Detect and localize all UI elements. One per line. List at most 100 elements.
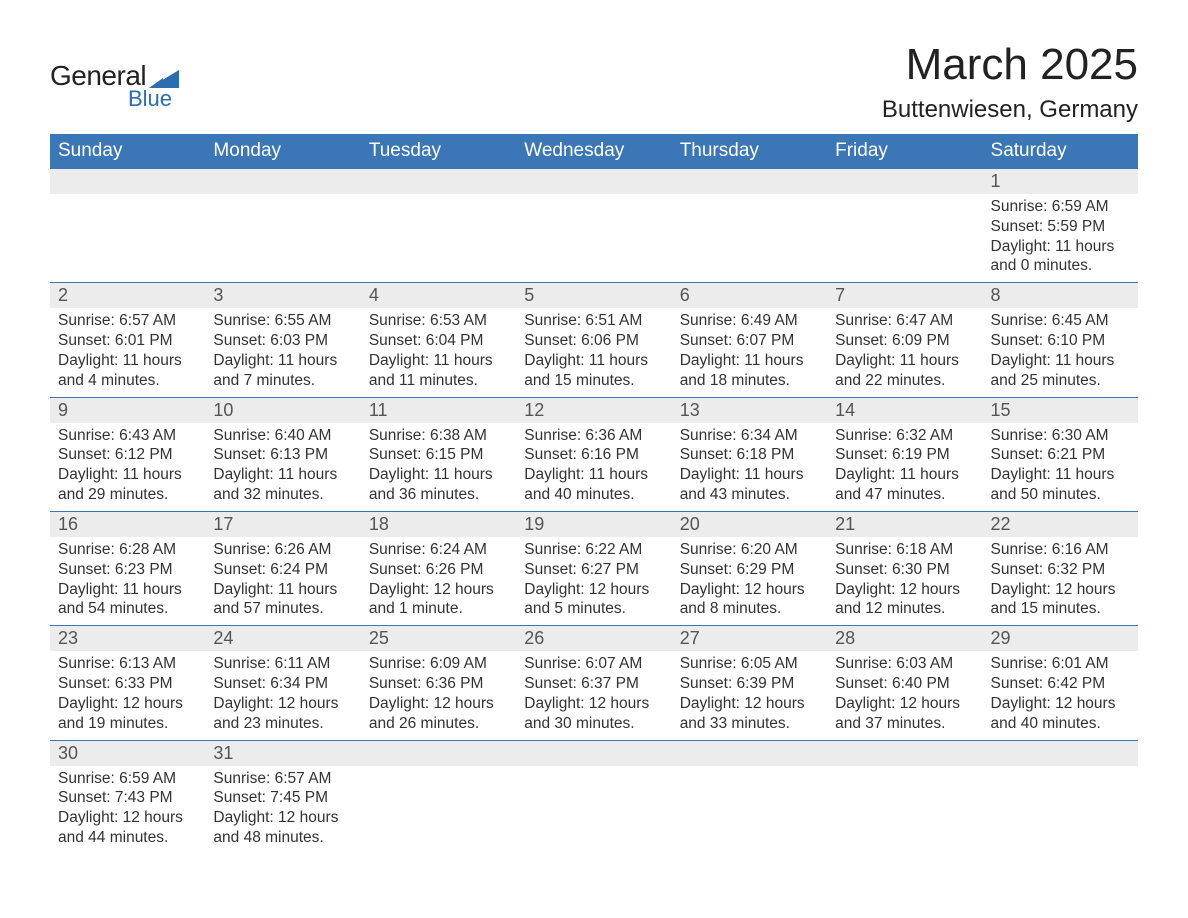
day-detail-cell: Sunrise: 6:57 AMSunset: 6:01 PMDaylight:…	[50, 308, 205, 397]
day-sr: Sunrise: 6:26 AM	[213, 540, 352, 560]
day-ss: Sunset: 7:43 PM	[58, 788, 197, 808]
day-ss: Sunset: 6:10 PM	[991, 331, 1130, 351]
day-detail-cell: Sunrise: 6:34 AMSunset: 6:18 PMDaylight:…	[672, 423, 827, 512]
day-number-cell: 8	[983, 283, 1138, 309]
dayname-fri: Friday	[827, 134, 982, 169]
day-d1: Daylight: 12 hours	[835, 694, 974, 714]
day-detail-cell: Sunrise: 6:36 AMSunset: 6:16 PMDaylight:…	[516, 423, 671, 512]
day-d1: Daylight: 12 hours	[524, 694, 663, 714]
day-d2: and 19 minutes.	[58, 714, 197, 734]
day-sr: Sunrise: 6:07 AM	[524, 654, 663, 674]
day-number-cell	[827, 169, 982, 195]
day-detail-cell: Sunrise: 6:40 AMSunset: 6:13 PMDaylight:…	[205, 423, 360, 512]
day-ss: Sunset: 6:30 PM	[835, 560, 974, 580]
day-ss: Sunset: 6:37 PM	[524, 674, 663, 694]
day-detail-cell	[361, 766, 516, 854]
day-d1: Daylight: 11 hours	[991, 465, 1130, 485]
day-d1: Daylight: 12 hours	[524, 580, 663, 600]
day-detail-cell: Sunrise: 6:11 AMSunset: 6:34 PMDaylight:…	[205, 651, 360, 740]
day-detail-cell: Sunrise: 6:18 AMSunset: 6:30 PMDaylight:…	[827, 537, 982, 626]
day-d2: and 1 minute.	[369, 599, 508, 619]
day-detail-cell: Sunrise: 6:59 AMSunset: 7:43 PMDaylight:…	[50, 766, 205, 854]
day-number-cell	[205, 169, 360, 195]
day-detail-cell: Sunrise: 6:51 AMSunset: 6:06 PMDaylight:…	[516, 308, 671, 397]
day-detail-cell: Sunrise: 6:01 AMSunset: 6:42 PMDaylight:…	[983, 651, 1138, 740]
day-sr: Sunrise: 6:38 AM	[369, 426, 508, 446]
day-number-cell: 24	[205, 626, 360, 652]
day-d1: Daylight: 11 hours	[835, 465, 974, 485]
day-sr: Sunrise: 6:43 AM	[58, 426, 197, 446]
day-sr: Sunrise: 6:59 AM	[58, 769, 197, 789]
day-d2: and 48 minutes.	[213, 828, 352, 848]
dayname-wed: Wednesday	[516, 134, 671, 169]
day-d1: Daylight: 11 hours	[58, 580, 197, 600]
day-sr: Sunrise: 6:05 AM	[680, 654, 819, 674]
day-number-cell: 15	[983, 397, 1138, 423]
day-number-cell	[50, 169, 205, 195]
day-sr: Sunrise: 6:49 AM	[680, 311, 819, 331]
day-sr: Sunrise: 6:13 AM	[58, 654, 197, 674]
day-number-cell: 25	[361, 626, 516, 652]
day-detail-cell: Sunrise: 6:22 AMSunset: 6:27 PMDaylight:…	[516, 537, 671, 626]
day-d1: Daylight: 11 hours	[213, 580, 352, 600]
day-ss: Sunset: 6:32 PM	[991, 560, 1130, 580]
day-number-cell: 27	[672, 626, 827, 652]
day-sr: Sunrise: 6:40 AM	[213, 426, 352, 446]
day-detail-cell	[672, 766, 827, 854]
day-ss: Sunset: 6:36 PM	[369, 674, 508, 694]
calendar-header: Sunday Monday Tuesday Wednesday Thursday…	[50, 134, 1138, 169]
day-d2: and 30 minutes.	[524, 714, 663, 734]
day-d2: and 50 minutes.	[991, 485, 1130, 505]
day-ss: Sunset: 6:24 PM	[213, 560, 352, 580]
day-sr: Sunrise: 6:22 AM	[524, 540, 663, 560]
day-ss: Sunset: 6:19 PM	[835, 445, 974, 465]
day-sr: Sunrise: 6:09 AM	[369, 654, 508, 674]
day-d1: Daylight: 11 hours	[524, 465, 663, 485]
day-detail-cell: Sunrise: 6:53 AMSunset: 6:04 PMDaylight:…	[361, 308, 516, 397]
day-number-cell	[827, 740, 982, 766]
day-number-cell: 28	[827, 626, 982, 652]
day-detail-cell	[516, 766, 671, 854]
day-d1: Daylight: 12 hours	[369, 694, 508, 714]
day-detail-cell	[361, 194, 516, 283]
dayname-thu: Thursday	[672, 134, 827, 169]
day-d2: and 8 minutes.	[680, 599, 819, 619]
day-sr: Sunrise: 6:03 AM	[835, 654, 974, 674]
week-detail-row: Sunrise: 6:59 AMSunset: 7:43 PM Daylight:…	[50, 766, 1138, 854]
day-number-cell: 12	[516, 397, 671, 423]
day-d1: Daylight: 12 hours	[58, 694, 197, 714]
day-number-cell: 30	[50, 740, 205, 766]
day-detail-cell	[205, 194, 360, 283]
day-detail-cell: Sunrise: 6:16 AMSunset: 6:32 PMDaylight:…	[983, 537, 1138, 626]
day-sr: Sunrise: 6:55 AM	[213, 311, 352, 331]
day-number-cell	[983, 740, 1138, 766]
week-daynum-row: 9101112131415	[50, 397, 1138, 423]
day-d2: and 11 minutes.	[369, 371, 508, 391]
day-detail-cell: Sunrise: 6:38 AMSunset: 6:15 PMDaylight:…	[361, 423, 516, 512]
day-sr: Sunrise: 6:01 AM	[991, 654, 1130, 674]
day-detail-cell: Sunrise: 6:05 AMSunset: 6:39 PMDaylight:…	[672, 651, 827, 740]
title-block: March 2025 Buttenwiesen, Germany	[882, 40, 1138, 124]
day-detail-cell: Sunrise: 6:28 AMSunset: 6:23 PMDaylight:…	[50, 537, 205, 626]
week-detail-row: Sunrise: 6:43 AMSunset: 6:12 PMDaylight:…	[50, 423, 1138, 512]
day-number-cell: 19	[516, 511, 671, 537]
day-sr: Sunrise: 6:47 AM	[835, 311, 974, 331]
week-daynum-row: 3031	[50, 740, 1138, 766]
page-title: March 2025	[882, 40, 1138, 90]
day-number-cell: 29	[983, 626, 1138, 652]
day-ss: Sunset: 6:01 PM	[58, 331, 197, 351]
day-sr: Sunrise: 6:18 AM	[835, 540, 974, 560]
day-d1: Daylight: 12 hours	[213, 808, 352, 828]
day-detail-cell: Sunrise: 6:55 AMSunset: 6:03 PMDaylight:…	[205, 308, 360, 397]
day-detail-cell	[827, 194, 982, 283]
dayname-tue: Tuesday	[361, 134, 516, 169]
day-d2: and 40 minutes.	[524, 485, 663, 505]
day-d2: and 15 minutes.	[991, 599, 1130, 619]
dayname-sun: Sunday	[50, 134, 205, 169]
day-ss: Sunset: 6:09 PM	[835, 331, 974, 351]
day-d1: Daylight: 11 hours	[58, 465, 197, 485]
day-sr: Sunrise: 6:20 AM	[680, 540, 819, 560]
day-sr: Sunrise: 6:45 AM	[991, 311, 1130, 331]
day-ss: Sunset: 6:34 PM	[213, 674, 352, 694]
day-number-cell: 17	[205, 511, 360, 537]
